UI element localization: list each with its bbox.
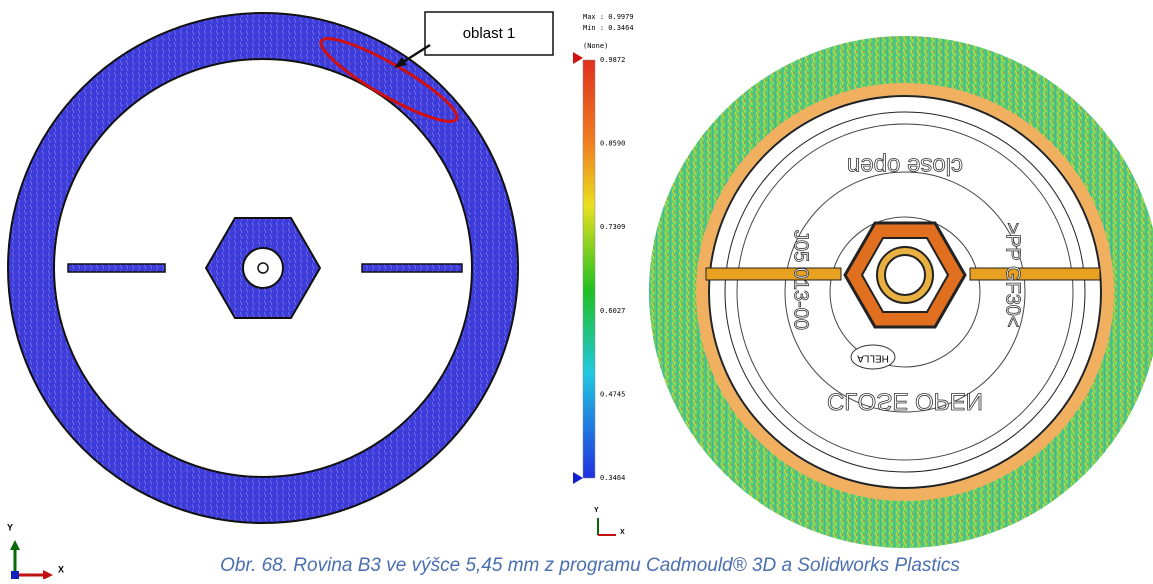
scale-label: 0.4745 bbox=[600, 390, 625, 398]
part-text-bottom: CLOSE OPEN bbox=[827, 388, 983, 415]
max-label: Max : 0.9979 bbox=[583, 13, 634, 21]
unit-label: (None) bbox=[583, 42, 608, 50]
axis-y: Y bbox=[594, 507, 599, 514]
part-text-right: >PP GF30< bbox=[1002, 222, 1024, 327]
colorbar: Max : 0.9979 Min : 0.3464 (None) 0.9872 0… bbox=[573, 13, 634, 484]
scale-label: 0.7309 bbox=[600, 223, 625, 231]
min-label: Min : 0.3464 bbox=[583, 24, 634, 32]
solidworks-view: close open CLOSE OPEN J05 013-00 >PP GF3… bbox=[649, 36, 1153, 548]
scale-label: 0.3464 bbox=[600, 474, 625, 482]
axis-icon-left: Y X bbox=[7, 522, 64, 580]
part-text-left: J05 013-00 bbox=[790, 230, 812, 330]
scale-label: 0.6027 bbox=[600, 307, 625, 315]
axis-y: Y bbox=[7, 522, 13, 532]
part-text-top: close open bbox=[847, 153, 963, 180]
caption: Obr. 68. Rovina B3 ve výšce 5,45 mm z pr… bbox=[220, 555, 960, 576]
cadmould-view: oblast 1 bbox=[7, 11, 554, 524]
axis-icon-small: Y X bbox=[594, 507, 625, 536]
scale-label: 0.9872 bbox=[600, 56, 625, 64]
logo-text: HELLA bbox=[857, 352, 889, 363]
axis-x: X bbox=[620, 529, 625, 536]
scale-label: 0.8590 bbox=[600, 140, 625, 148]
callout-label: oblast 1 bbox=[463, 25, 516, 42]
axis-x: X bbox=[58, 564, 64, 574]
